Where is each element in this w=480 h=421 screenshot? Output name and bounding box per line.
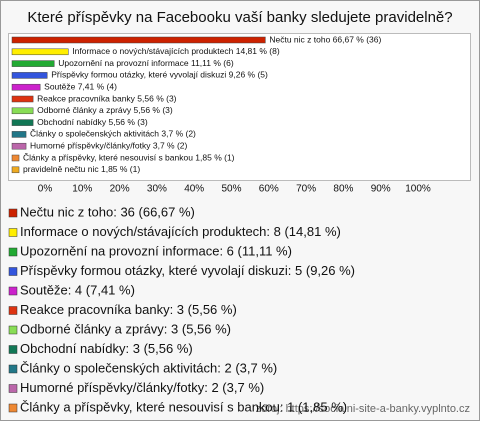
bar-label: Informace o nových/stávajících produktec… <box>72 46 280 56</box>
bar-label: Humorné příspěvky/články/fotky 3,7 % (2) <box>30 140 187 150</box>
bar <box>11 154 20 162</box>
bar-label: pravidelně nečtu nic 1,85 % (1) <box>23 164 140 174</box>
bar-label: Nečtu nic z toho 66,67 % (36) <box>269 34 381 44</box>
legend-swatch <box>8 208 18 218</box>
legend-label: Informace o nových/stávajících produktec… <box>20 224 341 239</box>
bar-label: Obchodní nabídky 5,56 % (3) <box>37 117 148 127</box>
x-tick-label: 10% <box>72 184 92 195</box>
x-tick-label: 40% <box>184 184 204 195</box>
bar-label: Články o společenských aktivitách 3,7 % … <box>30 129 196 139</box>
plot-area <box>8 33 471 181</box>
x-tick-label: 0% <box>38 184 53 195</box>
bar <box>11 72 48 79</box>
x-tick-label: 90% <box>371 184 391 195</box>
legend-label: Odborné články a zprávy: 3 (5,56 %) <box>20 321 231 336</box>
bar-label: Soutěže 7,41 % (4) <box>44 81 117 91</box>
bar <box>11 119 34 126</box>
bar <box>11 142 27 150</box>
bar <box>11 107 34 115</box>
bar <box>11 166 20 174</box>
legend-swatch <box>8 384 18 393</box>
source: zdroj: https://socialni-site-a-banky.vyp… <box>256 403 470 415</box>
bar-label: Upozornění na provozní informace 11,11 %… <box>58 58 234 68</box>
legend-label: Příspěvky formou otázky, které vyvolají … <box>20 263 355 278</box>
legend-label: Obchodní nabídky: 3 (5,56 %) <box>20 341 193 356</box>
bar <box>11 131 27 138</box>
x-tick-label: 100% <box>405 184 431 195</box>
legend-label: Soutěže: 4 (7,41 %) <box>20 282 135 297</box>
legend-swatch <box>8 403 18 413</box>
bar <box>11 83 41 91</box>
legend-label: Články a příspěvky, které nesouvisí s ba… <box>20 399 347 414</box>
legend-label: Humorné příspěvky/články/fotky: 2 (3,7 %… <box>20 380 264 395</box>
x-tick-label: 70% <box>296 184 316 195</box>
legend-swatch <box>8 345 18 354</box>
legend-swatch <box>8 228 18 237</box>
bar <box>11 48 69 56</box>
x-tick-label: 30% <box>147 184 167 195</box>
chart-title: Které příspěvky na Facebooku vaší banky … <box>27 9 452 26</box>
legend-swatch <box>8 286 18 296</box>
x-tick-label: 80% <box>333 184 353 195</box>
legend-swatch <box>8 325 18 335</box>
x-tick-label: 60% <box>259 184 279 195</box>
legend-label: Články o společenských aktivitách: 2 (3,… <box>20 360 277 375</box>
legend-swatch <box>8 247 18 257</box>
x-tick-label: 50% <box>221 184 241 195</box>
bar-label: Články a příspěvky, které nesouvisí s ba… <box>23 152 235 162</box>
legend-swatch <box>8 267 18 276</box>
bar <box>11 95 34 103</box>
bar-label: Příspěvky formou otázky, které vyvolají … <box>51 70 268 80</box>
bar <box>11 36 266 44</box>
legend-label: Upozornění na provozní informace: 6 (11,… <box>20 243 292 258</box>
x-tick-label: 20% <box>110 184 130 195</box>
bar-label: Odborné články a zprávy 5,56 % (3) <box>37 105 173 115</box>
legend-swatch <box>8 364 18 374</box>
legend-label: Reakce pracovníka banky: 3 (5,56 %) <box>20 302 237 317</box>
legend-swatch <box>8 306 18 315</box>
legend-label: Nečtu nic z toho: 36 (66,67 %) <box>20 204 195 219</box>
legend-label: pravidelně nečtu nic: 1 (1,85 %) <box>20 419 203 421</box>
bar-label: Reakce pracovníka banky 5,56 % (3) <box>37 93 177 103</box>
bar <box>11 60 55 67</box>
